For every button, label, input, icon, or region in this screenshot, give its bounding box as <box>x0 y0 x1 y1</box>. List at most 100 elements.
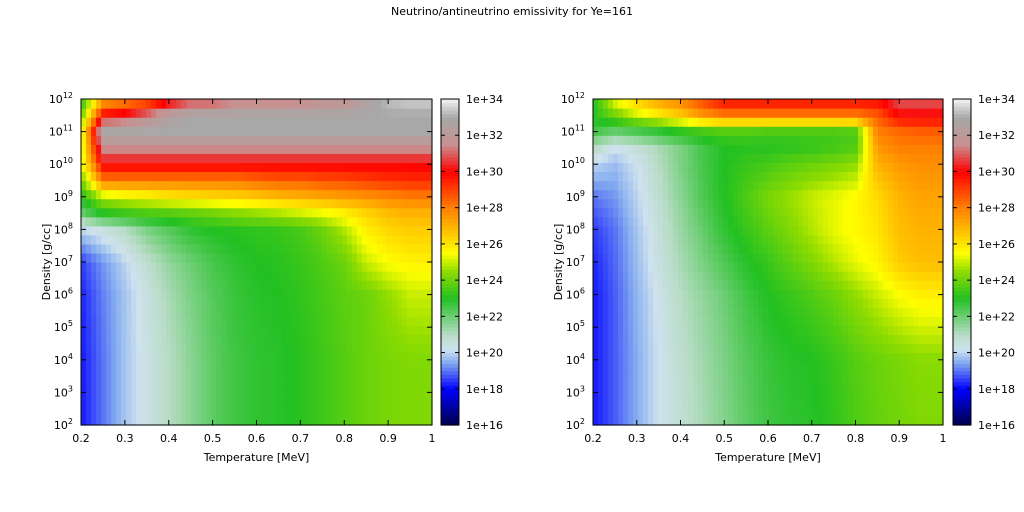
heatmap-cell <box>838 334 844 345</box>
heatmap-cell <box>256 108 263 118</box>
heatmap-cell <box>326 406 333 417</box>
colorbar-swatch <box>441 142 459 147</box>
heatmap-cell <box>678 262 684 272</box>
heatmap-cell <box>833 216 839 227</box>
heatmap-cell <box>411 307 418 317</box>
heatmap-cell <box>236 216 243 227</box>
heatmap-cell <box>211 243 217 254</box>
heatmap-cell <box>933 243 939 254</box>
heatmap-cell <box>386 117 393 127</box>
heatmap-cell <box>406 415 413 426</box>
heatmap-cell <box>663 162 669 173</box>
heatmap-cell <box>361 325 368 336</box>
heatmap-cell <box>833 379 839 390</box>
heatmap-cell <box>276 298 283 308</box>
heatmap-cell <box>311 234 318 245</box>
heatmap-cell <box>873 298 879 308</box>
heatmap-cell <box>918 388 924 399</box>
heatmap-cell <box>743 180 749 191</box>
heatmap-cell <box>256 126 263 136</box>
heatmap-cell <box>416 153 423 163</box>
heatmap-cell <box>603 397 609 408</box>
heatmap-cell <box>883 198 889 209</box>
heatmap-cell <box>938 388 944 399</box>
heatmap-cell <box>803 180 809 191</box>
x-tick-label: 1 <box>429 432 436 445</box>
heatmap-cell <box>818 406 824 417</box>
heatmap-cell <box>236 388 243 399</box>
heatmap-cell <box>106 126 112 136</box>
heatmap-cell <box>713 406 719 417</box>
heatmap-cell <box>713 189 719 200</box>
heatmap-cell <box>336 334 343 345</box>
heatmap-cell <box>356 117 363 127</box>
heatmap-cell <box>111 135 117 145</box>
heatmap-cell <box>231 189 238 200</box>
heatmap-cell <box>893 262 899 272</box>
heatmap-cell <box>733 280 739 290</box>
heatmap-cell <box>803 316 809 326</box>
heatmap-cell <box>161 252 167 263</box>
heatmap-cell <box>416 99 423 109</box>
heatmap-cell <box>788 415 794 426</box>
heatmap-cell <box>386 252 393 263</box>
heatmap-cell <box>598 343 604 354</box>
heatmap-cell <box>768 262 774 272</box>
heatmap-cell <box>813 343 819 354</box>
heatmap-cell <box>598 388 604 399</box>
heatmap-cell <box>121 397 127 408</box>
heatmap-cell <box>361 415 368 426</box>
heatmap-cell <box>878 144 884 154</box>
heatmap-cell <box>241 198 248 209</box>
heatmap-cell <box>376 316 383 326</box>
heatmap-cell <box>838 153 844 163</box>
heatmap-cell <box>121 207 127 218</box>
heatmap-cell <box>918 271 924 281</box>
heatmap-cell <box>136 370 142 381</box>
heatmap-cell <box>361 262 368 272</box>
heatmap-cell <box>301 298 308 308</box>
heatmap-cell <box>763 280 769 290</box>
heatmap-cell <box>638 289 644 299</box>
heatmap-cell <box>411 162 418 173</box>
heatmap-cell <box>738 234 744 245</box>
heatmap-cell <box>658 180 664 191</box>
heatmap-cell <box>211 406 217 417</box>
heatmap-cell <box>351 289 358 299</box>
heatmap-cell <box>181 180 187 191</box>
heatmap-cell <box>733 252 739 263</box>
heatmap-cell <box>603 298 609 308</box>
heatmap-cell <box>186 180 192 191</box>
heatmap-cell <box>411 108 418 118</box>
heatmap-cell <box>888 289 894 299</box>
heatmap-cell <box>426 189 433 200</box>
heatmap-cell <box>381 262 388 272</box>
colorbar-swatch <box>441 214 459 220</box>
heatmap-cell <box>793 144 799 154</box>
heatmap-cell <box>698 180 704 191</box>
heatmap-cell <box>753 406 759 417</box>
heatmap-cell <box>311 117 318 127</box>
heatmap-cell <box>296 397 303 408</box>
heatmap-cell <box>658 298 664 308</box>
heatmap-cell <box>106 216 112 227</box>
heatmap-cell <box>653 144 659 154</box>
heatmap-cell <box>156 162 162 173</box>
heatmap-cell <box>683 325 689 336</box>
heatmap-cell <box>381 225 388 236</box>
heatmap-cell <box>798 207 804 218</box>
heatmap-cell <box>813 334 819 345</box>
heatmap-cell <box>883 262 889 272</box>
heatmap-cell <box>808 216 814 227</box>
heatmap-cell <box>673 316 679 326</box>
heatmap-cell <box>908 189 914 200</box>
heatmap-cell <box>221 189 228 200</box>
heatmap-cell <box>723 135 729 145</box>
heatmap-cell <box>121 406 127 417</box>
heatmap-cell <box>743 262 749 272</box>
heatmap-cell <box>231 271 238 281</box>
heatmap-cell <box>598 225 604 236</box>
heatmap-cell <box>251 117 258 127</box>
heatmap-cell <box>356 343 363 354</box>
heatmap-cell <box>81 343 87 354</box>
